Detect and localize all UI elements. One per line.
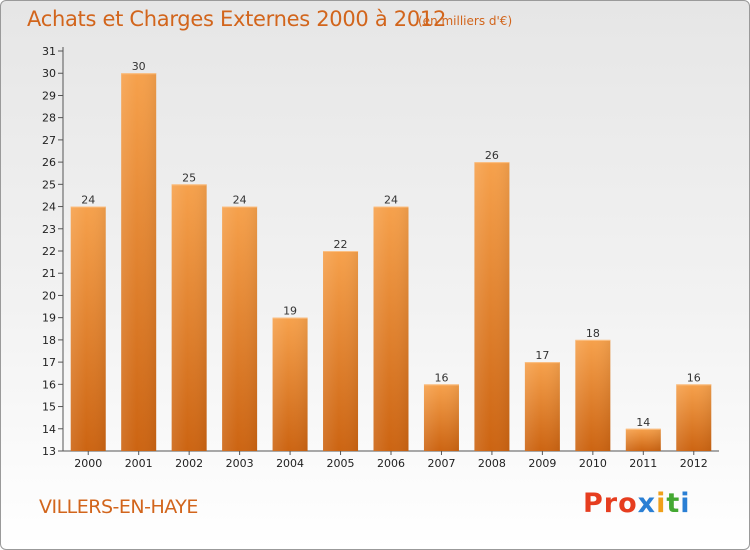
axes: 13 14 15 16 17 18 19 20 21 22 23 24 25 26 27 28 29 30 31 20… (42, 45, 719, 470)
y-tick-label: 25 (42, 178, 56, 191)
x-tick-label: 2010 (579, 457, 607, 470)
logo-part-5: i (680, 488, 691, 519)
bar-value-label: 14 (636, 416, 650, 429)
bar-value-label: 24 (81, 194, 95, 207)
chart-title: Achats et Charges Externes 2000 à 2012 (27, 7, 447, 31)
bar-value-label: 30 (132, 60, 146, 73)
bar-shine (272, 317, 308, 451)
bar-shine (323, 251, 359, 451)
bar-value-label: 16 (687, 371, 701, 384)
x-tick-label: 2009 (528, 457, 556, 470)
bar-shine (171, 184, 207, 452)
y-tick-label: 24 (42, 201, 56, 214)
y-tick-label: 18 (42, 334, 56, 347)
y-tick-label: 31 (42, 45, 56, 58)
y-tick-label: 29 (42, 89, 56, 102)
proxiti-logo[interactable]: Proxiti (583, 488, 691, 519)
bar-value-label: 25 (182, 171, 196, 184)
bar-shine (676, 384, 712, 451)
y-tick-label: 13 (42, 445, 56, 458)
x-tick-label: 2006 (377, 457, 405, 470)
x-tick-label: 2011 (629, 457, 657, 470)
x-tick-label: 2005 (327, 457, 355, 470)
x-tick-label: 2008 (478, 457, 506, 470)
x-tick-label: 2002 (175, 457, 203, 470)
y-tick-label: 22 (42, 245, 56, 258)
bar-value-label: 26 (485, 149, 499, 162)
x-tick-label: 2012 (680, 457, 708, 470)
logo-part-3: i (656, 488, 667, 519)
y-tick-label: 26 (42, 156, 56, 169)
bar-shine (70, 206, 106, 451)
bar-value-label: 24 (233, 194, 247, 207)
bar-value-label: 24 (384, 194, 398, 207)
bar-shine (121, 73, 157, 451)
x-tick-label: 2000 (74, 457, 102, 470)
x-tick-label: 2003 (226, 457, 254, 470)
y-tick-label: 20 (42, 289, 56, 302)
bar-shine (625, 428, 661, 451)
bars (70, 73, 712, 452)
bar-value-label: 22 (334, 238, 348, 251)
x-tick-label: 2001 (125, 457, 153, 470)
value-labels: 24 30 25 24 19 22 24 16 26 17 18 14 16 (81, 60, 701, 429)
y-tick-label: 21 (42, 267, 56, 280)
x-tick-label: 2007 (427, 457, 455, 470)
y-tick-label: 15 (42, 401, 56, 414)
logo-part-2: x (637, 488, 657, 519)
bar-shine (474, 162, 510, 451)
bar-shine (423, 384, 459, 451)
logo-part-4: t (666, 488, 681, 519)
y-tick-label: 27 (42, 134, 56, 147)
commune-name: VILLERS-EN-HAYE (39, 496, 198, 518)
y-tick-label: 16 (42, 378, 56, 391)
y-tick-label: 17 (42, 356, 56, 369)
bar-shine (222, 206, 258, 451)
y-tick-label: 14 (42, 423, 56, 436)
bar-shine (575, 339, 611, 451)
y-tick-label: 30 (42, 67, 56, 80)
x-tick-label: 2004 (276, 457, 304, 470)
bar-shine (524, 362, 560, 451)
y-tick-label: 23 (42, 223, 56, 236)
bar-value-label: 19 (283, 305, 297, 318)
bar-value-label: 16 (434, 371, 448, 384)
bar-value-label: 18 (586, 327, 600, 340)
y-tick-label: 19 (42, 312, 56, 325)
chart-unit: (en milliers d'€) (418, 14, 513, 28)
y-tick-label: 28 (42, 112, 56, 125)
bar-shine (373, 206, 409, 451)
bar-value-label: 17 (535, 349, 549, 362)
logo-part-1: Pro (583, 488, 638, 519)
